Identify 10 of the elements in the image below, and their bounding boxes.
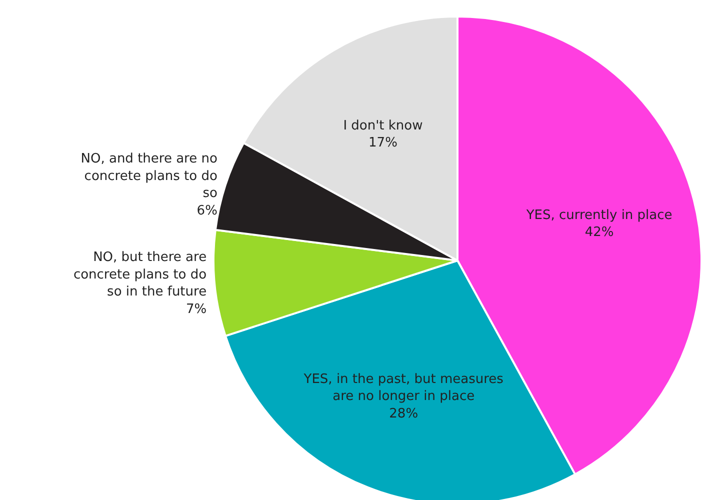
data-label: 17%: [368, 136, 398, 151]
slice-label: NO, and there are no concrete plans to do so: [80, 152, 218, 202]
slice-label: NO, but there are concrete plans to do so in the future: [73, 250, 207, 300]
data-label: 42%: [584, 225, 614, 240]
data-label: 7%: [186, 302, 207, 317]
data-label: 28%: [389, 406, 418, 422]
data-label: 6%: [196, 203, 218, 218]
slice-label: YES, currently in place: [525, 208, 672, 223]
slice-label: YES, in the past, but measures are no longer in place: [302, 372, 504, 404]
slice-label: I don't know: [343, 118, 424, 134]
